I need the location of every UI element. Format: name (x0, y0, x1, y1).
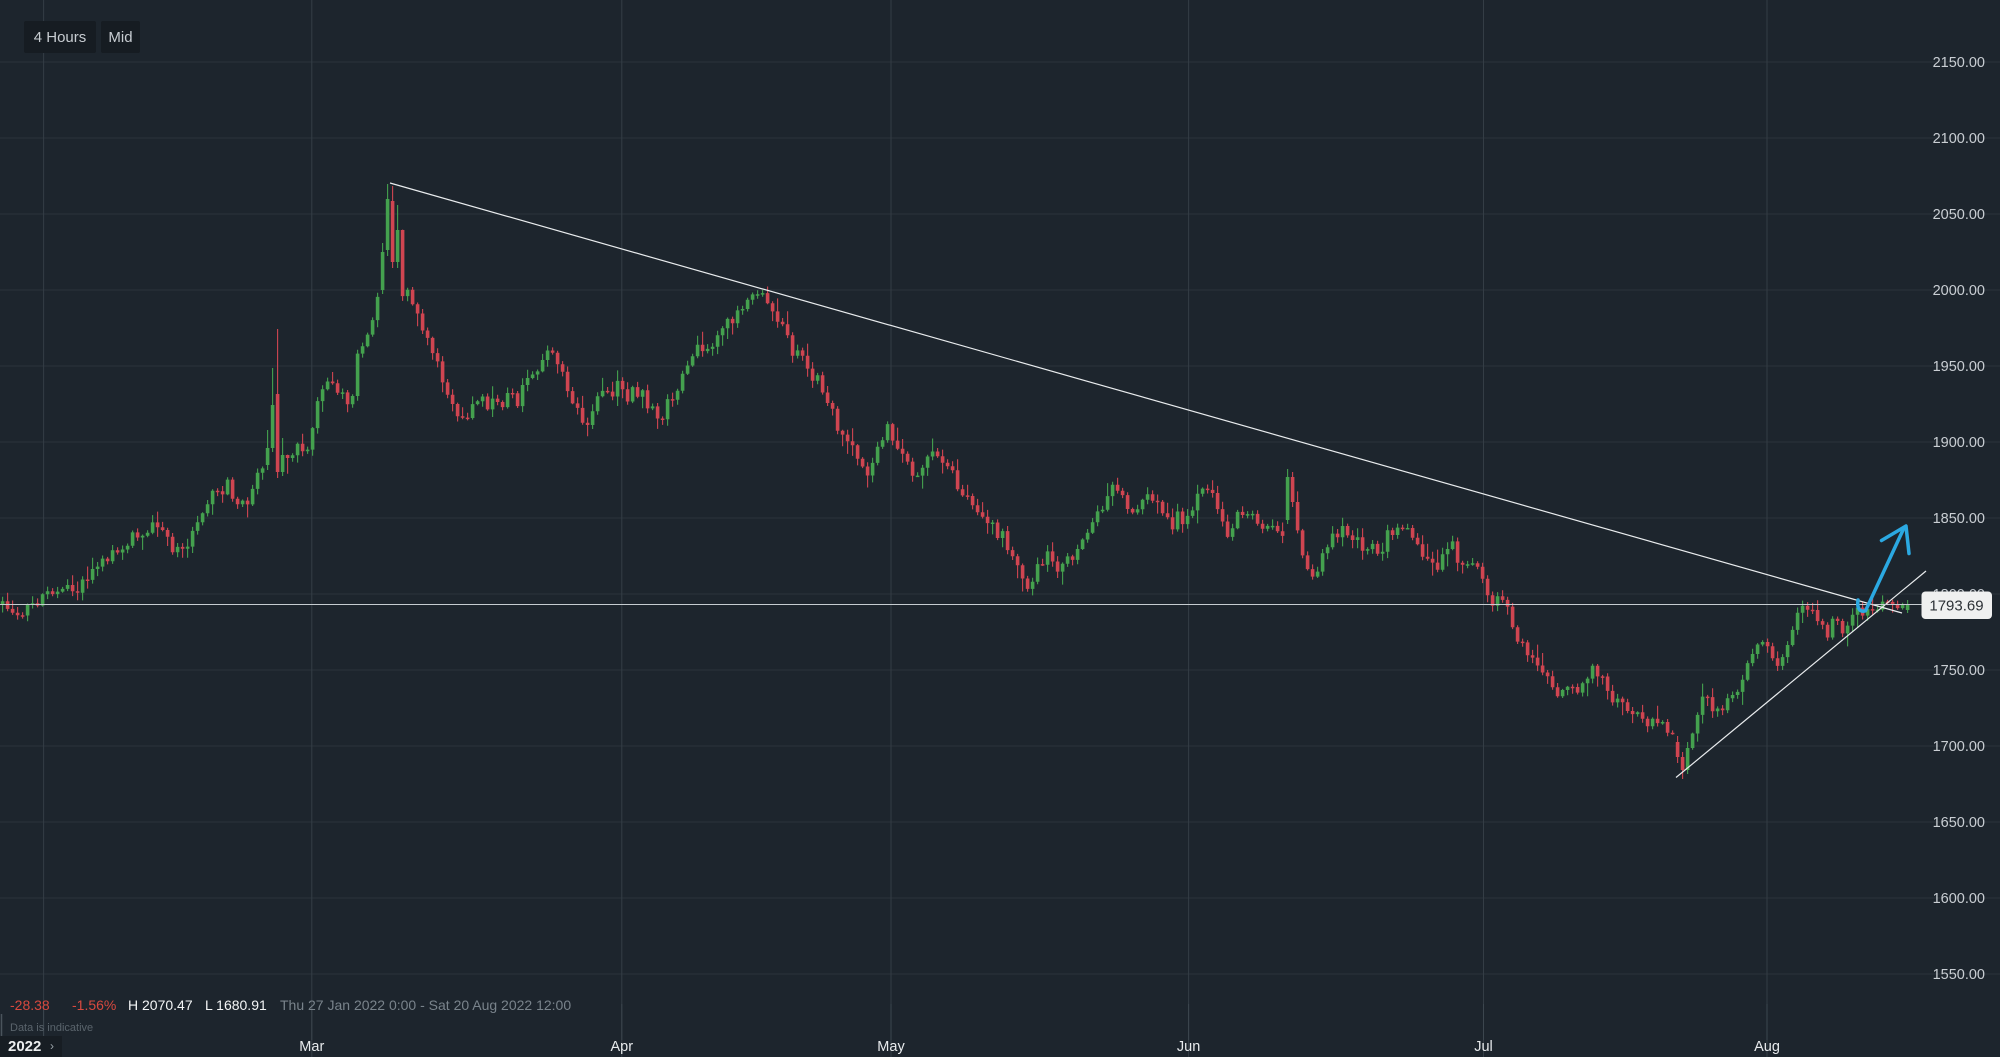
svg-text:Jun: Jun (1177, 1039, 1200, 1055)
svg-text:Data is indicative: Data is indicative (10, 1022, 93, 1034)
svg-text:Mid: Mid (108, 29, 132, 46)
svg-text:Aug: Aug (1754, 1039, 1780, 1055)
svg-text:-1.56%: -1.56% (72, 997, 116, 1013)
svg-text:1750.00: 1750.00 (1933, 663, 1985, 679)
svg-text:Jul: Jul (1474, 1039, 1493, 1055)
svg-text:4 Hours: 4 Hours (34, 29, 87, 46)
svg-text:2050.00: 2050.00 (1933, 207, 1985, 223)
svg-text:2150.00: 2150.00 (1933, 55, 1985, 71)
svg-text:›: › (50, 1039, 54, 1053)
svg-text:1600.00: 1600.00 (1933, 891, 1985, 907)
svg-text:1650.00: 1650.00 (1933, 815, 1985, 831)
svg-text:Thu 27 Jan 2022 0:00 - Sat 20: Thu 27 Jan 2022 0:00 - Sat 20 Aug 2022 1… (280, 997, 571, 1013)
svg-text:Mar: Mar (299, 1039, 324, 1055)
svg-text:1550.00: 1550.00 (1933, 967, 1985, 983)
svg-text:May: May (877, 1039, 905, 1055)
svg-text:1700.00: 1700.00 (1933, 739, 1985, 755)
svg-text:L 1680.91: L 1680.91 (205, 997, 267, 1013)
svg-text:H 2070.47: H 2070.47 (128, 997, 193, 1013)
svg-text:-28.38: -28.38 (10, 997, 50, 1013)
svg-text:1900.00: 1900.00 (1933, 435, 1985, 451)
svg-text:1950.00: 1950.00 (1933, 359, 1985, 375)
svg-text:1793.69: 1793.69 (1929, 598, 1983, 615)
svg-text:2000.00: 2000.00 (1933, 283, 1985, 299)
svg-text:2100.00: 2100.00 (1933, 131, 1985, 147)
svg-text:2022: 2022 (8, 1038, 41, 1055)
svg-text:1850.00: 1850.00 (1933, 511, 1985, 527)
svg-text:Apr: Apr (611, 1039, 634, 1055)
